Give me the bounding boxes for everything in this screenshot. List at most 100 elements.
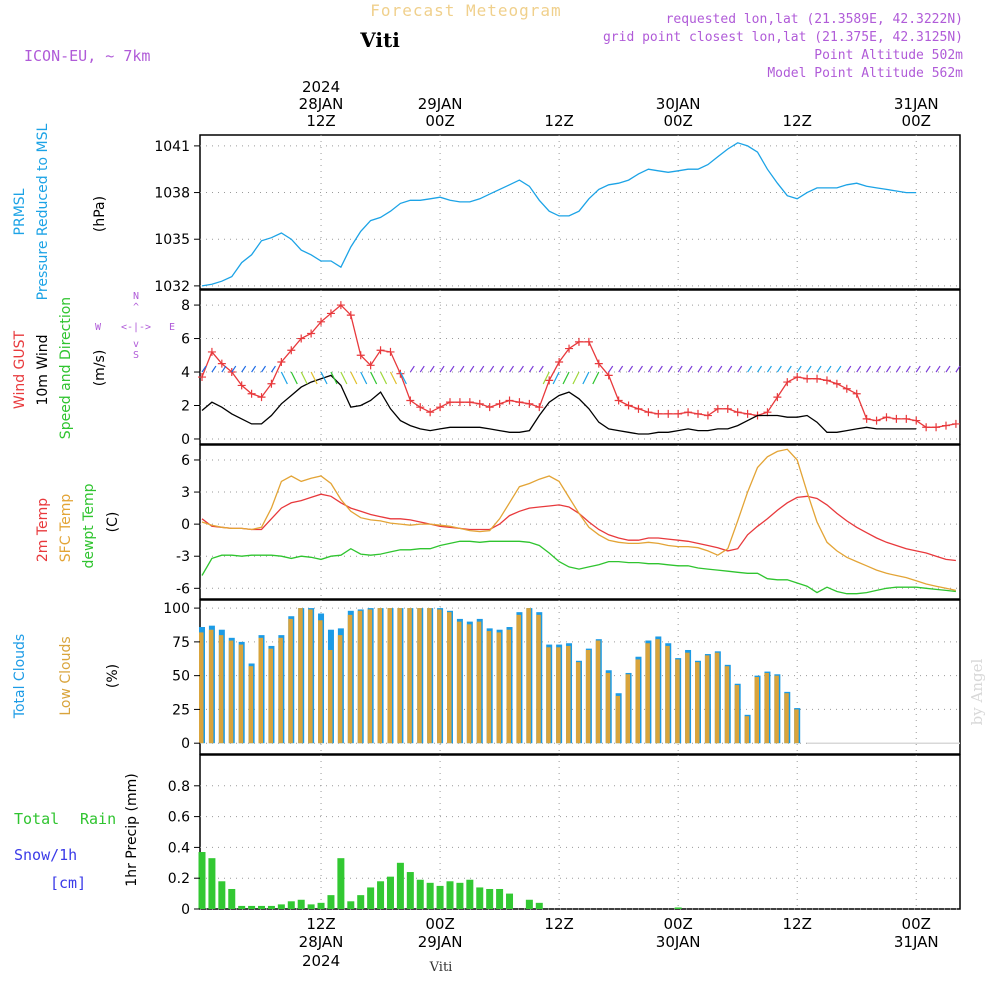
gust-point: [525, 399, 534, 408]
wind-series-line-0: [201, 304, 957, 428]
wind-ytick-label: 0: [181, 432, 190, 448]
wind-direction-arrow: [796, 365, 802, 373]
pressure-ytick-label: 1035: [154, 232, 190, 248]
wind-direction-arrow: [360, 371, 368, 385]
precip-bar: [446, 881, 454, 909]
precip-bar: [198, 852, 206, 909]
pressure-label-unit: (hPa): [92, 196, 108, 232]
precip-bar: [267, 905, 275, 909]
temp-series-line-1: [201, 448, 957, 592]
chart-title: Forecast Meteogram: [370, 1, 561, 20]
temp-panel-frame: [199, 444, 961, 600]
gust-point: [773, 393, 782, 402]
wind-direction-arrow: [499, 365, 505, 373]
wind-direction-arrow: [895, 365, 901, 373]
location-name: Viti: [359, 28, 400, 52]
gust-point: [902, 414, 911, 423]
wind-direction-arrow: [241, 365, 247, 373]
wind-direction-arrow: [409, 365, 415, 373]
low-cloud-bar: [526, 608, 531, 744]
low-cloud-bar: [407, 608, 412, 744]
wind-direction-arrow: [251, 365, 257, 373]
low-cloud-bar: [665, 645, 670, 744]
bottom-time-label: 12Z: [306, 915, 335, 933]
wind-direction-arrow: [935, 365, 941, 373]
gust-point: [644, 408, 653, 417]
gust-point: [446, 398, 454, 407]
gust-point: [307, 329, 316, 338]
wind-direction-arrow: [925, 365, 931, 373]
bottom-time-label: 29JAN: [418, 933, 463, 951]
gust-point: [584, 337, 593, 346]
wind-direction-arrow: [261, 365, 267, 373]
gust-point: [515, 398, 524, 407]
wind-direction-arrow: [826, 365, 832, 373]
gust-point: [555, 357, 564, 366]
precip-bar: [426, 882, 434, 909]
gust-point: [574, 337, 583, 346]
low-cloud-bar: [308, 609, 313, 744]
bottom-time-label: 12Z: [783, 915, 812, 933]
wind-direction-arrow: [628, 365, 634, 373]
wind-direction-arrow: [945, 365, 951, 373]
gust-point: [803, 374, 812, 383]
wind-direction-arrow: [399, 371, 407, 385]
low-cloud-bar: [318, 620, 323, 744]
pressure-series-line-0: [201, 142, 917, 287]
low-cloud-bar: [764, 672, 769, 744]
precip-bar: [327, 895, 335, 909]
low-cloud-bar: [625, 674, 631, 744]
low-cloud-bar: [754, 677, 760, 744]
bottom-time-label: 00Z: [663, 915, 692, 933]
low-cloud-bar: [288, 618, 293, 744]
temp-ytick-label: -6: [176, 581, 190, 597]
precip-bar: [367, 887, 375, 909]
wind-direction-arrow: [469, 365, 475, 373]
compass-arrow-s: v: [133, 339, 139, 350]
low-cloud-bar: [456, 621, 462, 744]
low-cloud-bar: [347, 614, 353, 744]
gust-point: [684, 408, 693, 417]
precip-bar: [496, 888, 504, 909]
clouds-ytick-label: 100: [163, 601, 190, 617]
low-cloud-bar: [208, 629, 214, 744]
wind-direction-arrow: [757, 365, 763, 373]
low-cloud-bar: [724, 666, 730, 744]
gust-point: [485, 403, 494, 412]
wind-direction-arrow: [518, 365, 524, 373]
precip-bar: [535, 902, 543, 909]
wind-direction-arrow: [747, 365, 753, 373]
gust-point: [624, 401, 633, 410]
gust-point: [277, 357, 286, 366]
wind-panel-frame: [199, 289, 961, 445]
top-time-label: 00Z: [663, 112, 692, 130]
wind-direction-arrow: [885, 365, 891, 373]
precip-panel-frame: [199, 754, 961, 910]
wind-direction-arrow: [816, 365, 822, 373]
top-time-label: 00Z: [902, 112, 931, 130]
wind-direction-arrow: [380, 371, 388, 385]
gust-point: [416, 403, 425, 412]
top-time-label: 30JAN: [656, 95, 701, 113]
temp-series-line-0: [201, 493, 956, 562]
temp-label-2m: 2m Temp: [35, 498, 51, 562]
precip-bar: [406, 872, 414, 909]
low-cloud-bar: [556, 647, 561, 744]
gust-point: [822, 376, 831, 385]
wind-direction-arrow: [637, 365, 643, 373]
gust-point: [872, 416, 881, 425]
grid-layer: [200, 135, 960, 910]
gust-point: [922, 423, 931, 432]
wind-ytick-label: 2: [181, 399, 190, 415]
marks-layer: [198, 142, 961, 909]
gust-point: [406, 396, 415, 405]
temp-ytick-label: 0: [181, 517, 190, 533]
precip-ytick-label: 0.4: [168, 840, 190, 856]
wind-direction-arrow: [280, 371, 288, 385]
clouds-label-low: Low Clouds: [58, 636, 74, 715]
low-cloud-bar: [258, 637, 264, 744]
low-cloud-bar: [546, 647, 551, 744]
gust-point: [713, 404, 722, 413]
wind-direction-arrow: [955, 365, 961, 373]
wind-direction-arrow: [915, 365, 921, 373]
